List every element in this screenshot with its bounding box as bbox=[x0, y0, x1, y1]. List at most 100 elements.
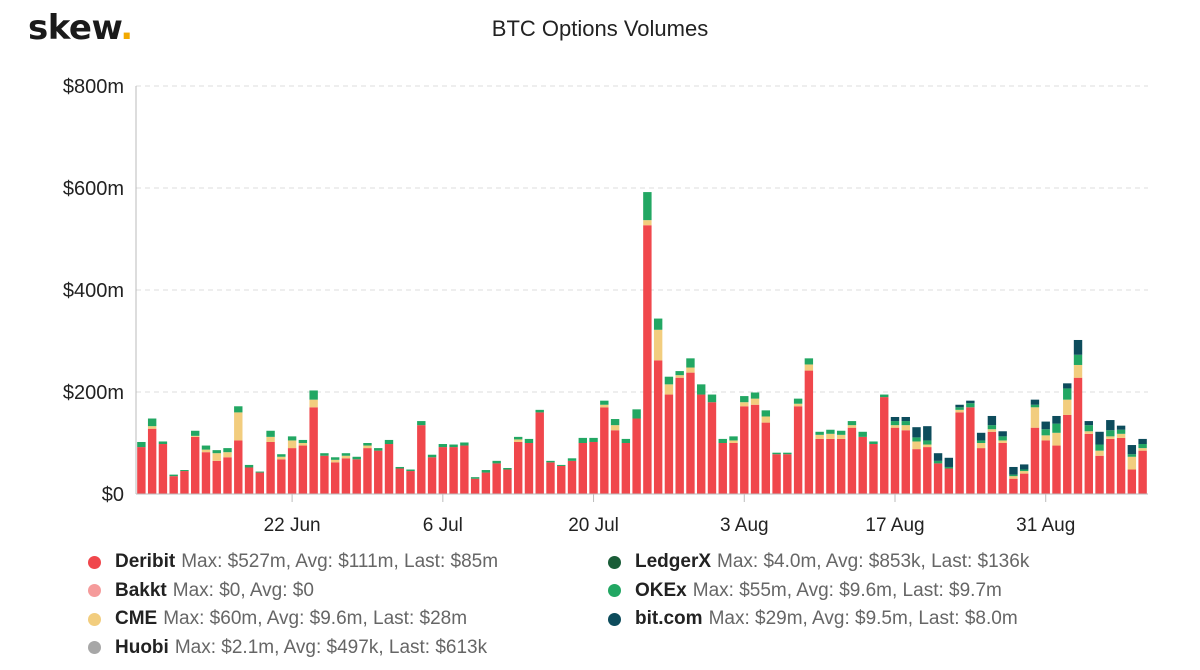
legend-item-bakkt[interactable]: Bakkt Max: $0, Avg: $0 bbox=[88, 577, 498, 606]
bar-okex bbox=[1009, 474, 1018, 477]
bar-okex bbox=[460, 442, 469, 446]
legend-left: Deribit Max: $527m, Avg: $111m, Last: $8… bbox=[88, 548, 498, 662]
bar-deribit bbox=[912, 449, 921, 494]
legend-item-ledgerx[interactable]: LedgerX Max: $4.0m, Avg: $853k, Last: $1… bbox=[608, 548, 1029, 577]
bar-deribit bbox=[557, 465, 566, 494]
bar-okex bbox=[901, 421, 910, 426]
bar-deribit bbox=[287, 448, 297, 494]
bar-deribit bbox=[147, 428, 157, 494]
bar-deribit bbox=[610, 430, 620, 494]
bar-okex bbox=[987, 425, 997, 430]
bar-okex bbox=[567, 458, 577, 461]
bar-cme bbox=[643, 220, 652, 226]
bar-cme bbox=[1041, 435, 1050, 441]
bar-cme bbox=[987, 429, 997, 432]
legend-item-bitcom[interactable]: bit.com Max: $29m, Avg: $9.5m, Last: $8.… bbox=[608, 605, 1029, 634]
bar-cme bbox=[212, 453, 221, 461]
legend-stats: Max: $55m, Avg: $9.6m, Last: $9.7m bbox=[692, 579, 1002, 601]
bar-cme bbox=[901, 425, 910, 431]
bar-cme bbox=[890, 425, 900, 428]
bar-cme bbox=[610, 425, 620, 431]
chart-title: BTC Options Volumes bbox=[491, 16, 709, 41]
bar-okex bbox=[880, 394, 889, 398]
bar-cme bbox=[750, 398, 760, 405]
bar-cme bbox=[1138, 448, 1147, 451]
bar-deribit bbox=[1063, 414, 1072, 494]
bar-deribit bbox=[793, 406, 803, 494]
bar-deribit bbox=[524, 443, 534, 494]
bar-okex bbox=[557, 464, 566, 466]
bar-okex bbox=[1073, 354, 1083, 365]
bar-okex bbox=[890, 421, 900, 426]
bar-bitcom bbox=[1127, 445, 1137, 455]
bar-deribit bbox=[578, 443, 587, 494]
bar-bitcom bbox=[1106, 420, 1115, 431]
bar-cme bbox=[976, 443, 986, 449]
bar-deribit bbox=[1073, 377, 1083, 494]
bar-okex bbox=[546, 460, 555, 463]
legend-item-cme[interactable]: CME Max: $60m, Avg: $9.6m, Last: $28m bbox=[88, 605, 498, 634]
bar-okex bbox=[309, 390, 318, 400]
bar-okex bbox=[266, 430, 275, 437]
bar-deribit bbox=[1009, 478, 1018, 494]
bar-okex bbox=[1030, 404, 1040, 408]
bar-okex bbox=[998, 436, 1007, 441]
legend-stats: Max: $4.0m, Avg: $853k, Last: $136k bbox=[717, 551, 1030, 572]
bar-deribit bbox=[976, 448, 986, 494]
bar-deribit bbox=[255, 472, 265, 494]
bar-deribit bbox=[438, 447, 448, 494]
bar-deribit bbox=[492, 463, 501, 494]
bar-bitcom bbox=[890, 416, 900, 422]
bar-deribit bbox=[513, 441, 523, 494]
bar-okex bbox=[966, 403, 975, 408]
bar-cme bbox=[923, 444, 932, 448]
bar-deribit bbox=[901, 430, 910, 494]
bakkt-color-dot bbox=[88, 584, 101, 598]
bar-deribit bbox=[836, 438, 846, 494]
legend-item-okex[interactable]: OKEx Max: $55m, Avg: $9.6m, Last: $9.7m bbox=[608, 577, 1029, 606]
bar-deribit bbox=[352, 459, 361, 494]
legend-item-huobi[interactable]: Huobi Max: $2.1m, Avg: $497k, Last: $613… bbox=[88, 634, 498, 663]
bar-cme bbox=[1106, 436, 1115, 439]
x-tick-label: 6 Jul bbox=[423, 515, 463, 536]
bar-deribit bbox=[987, 431, 997, 494]
bar-cme bbox=[826, 433, 835, 439]
bar-deribit bbox=[1095, 455, 1104, 494]
bar-deribit bbox=[1041, 440, 1050, 494]
bars bbox=[137, 192, 1147, 495]
bar-cme bbox=[815, 434, 824, 439]
bar-okex bbox=[729, 436, 738, 441]
bar-deribit bbox=[180, 471, 189, 494]
bar-cme bbox=[1030, 407, 1040, 428]
bar-okex bbox=[1095, 444, 1104, 451]
bar-okex bbox=[632, 409, 641, 419]
bar-deribit bbox=[1030, 427, 1040, 494]
bar-deribit bbox=[589, 441, 598, 494]
bar-okex bbox=[686, 358, 695, 368]
bar-bitcom bbox=[955, 404, 964, 408]
bar-okex bbox=[1084, 425, 1093, 432]
bar-okex bbox=[417, 421, 426, 426]
bar-cme bbox=[686, 367, 695, 373]
legend-item-deribit[interactable]: Deribit Max: $527m, Avg: $111m, Last: $8… bbox=[88, 548, 498, 577]
bar-deribit bbox=[1106, 438, 1115, 494]
bar-deribit bbox=[772, 454, 781, 494]
bar-deribit bbox=[653, 360, 663, 494]
bar-cme bbox=[363, 445, 372, 449]
legend-name: CME bbox=[115, 608, 158, 629]
bar-okex bbox=[1127, 454, 1137, 457]
bar-okex bbox=[804, 358, 814, 365]
bar-okex bbox=[1041, 429, 1050, 436]
bar-deribit bbox=[1116, 437, 1126, 494]
bar-okex bbox=[492, 460, 501, 464]
bar-okex bbox=[976, 440, 986, 443]
y-tick-label: $600m bbox=[63, 178, 124, 200]
bar-okex bbox=[255, 471, 265, 473]
bar-deribit bbox=[191, 436, 200, 494]
bar-cme bbox=[1009, 476, 1018, 479]
bar-bitcom bbox=[1063, 383, 1072, 389]
bar-deribit bbox=[933, 463, 943, 494]
bar-cme bbox=[955, 409, 964, 413]
bar-okex bbox=[600, 400, 609, 405]
bar-deribit bbox=[1084, 433, 1093, 494]
